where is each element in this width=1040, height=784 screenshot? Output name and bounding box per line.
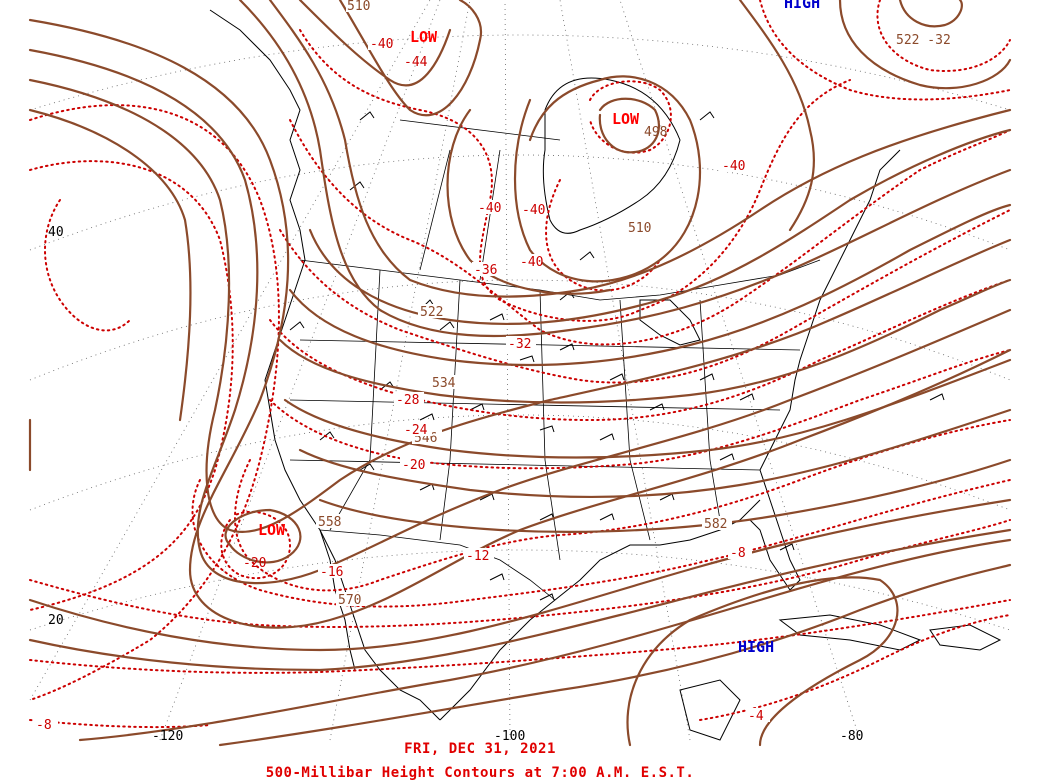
hispaniola: [929, 624, 1002, 651]
height-label: 510: [347, 0, 370, 14]
temp-label: -32: [508, 337, 531, 352]
temp-label: -40: [522, 203, 545, 218]
temp-label: -8: [36, 718, 52, 733]
coastlines: [209, 9, 1002, 741]
height-label: 582: [704, 517, 727, 532]
great-lakes: [639, 299, 701, 346]
pacific-coast: [209, 9, 441, 721]
low-temp-north: -44: [404, 55, 428, 70]
low-height-hudson: 498: [644, 125, 667, 140]
temp-label: -40: [370, 37, 393, 52]
us-mexico-border: [319, 529, 556, 601]
atlantic-coast: [759, 149, 901, 471]
temperature-label-group: -40 -40 -40 -40 -36 -40 -32 -28 -24 -20 …: [34, 36, 770, 733]
temp-label: -36: [474, 263, 497, 278]
temp-label: -24: [404, 423, 428, 438]
temp-label: -40: [478, 201, 501, 216]
temp-label: -12: [466, 549, 489, 564]
lon-label-120: -120: [152, 729, 183, 744]
lat-label-40: 40: [48, 225, 64, 240]
height-label-group: 510 522 -32 510 522 534 546 558 570 582: [316, 0, 957, 608]
top-right-label: 522 -32: [896, 33, 951, 48]
pressure-labels: LOW -44 LOW 498 LOW -20 HIGH HIGH: [243, 0, 820, 656]
borders: [289, 119, 821, 601]
temp-label: -20: [402, 458, 425, 473]
lat-label-20: 20: [48, 613, 64, 628]
map-title-caption: 500-Millibar Height Contours at 7:00 A.M…: [265, 765, 695, 781]
hudson-bay: [542, 77, 681, 234]
wind-barbs: [289, 111, 945, 601]
florida-coast: [749, 469, 801, 591]
height-label: 522: [420, 305, 443, 320]
graticule-labels: 40 20 -120 -100 -80: [48, 225, 863, 744]
yucatan: [679, 679, 741, 741]
height-label: 570: [338, 593, 361, 608]
low-label-north: LOW: [410, 28, 438, 46]
graticule: [29, 0, 1011, 741]
temperature-contours: [29, 0, 1011, 729]
height-label: 558: [318, 515, 341, 530]
height-contours: [28, 0, 1012, 747]
map-date-caption: FRI, DEC 31, 2021: [404, 741, 556, 757]
temp-label: -8: [730, 546, 746, 561]
lon-label-80: -80: [840, 729, 863, 744]
temp-label: -40: [722, 159, 745, 174]
height-label: 510: [628, 221, 651, 236]
us-canada-border: [299, 259, 821, 301]
temp-label: -4: [748, 709, 764, 724]
low-label-pacific: LOW: [258, 521, 286, 539]
temp-label: -28: [396, 393, 419, 408]
temp-label: -16: [320, 565, 343, 580]
temp-label: -40: [520, 255, 543, 270]
low-temp-pacific: -20: [243, 556, 266, 571]
cuba: [778, 614, 922, 651]
lon-label-100: -100: [494, 729, 525, 744]
high-label-caribbean: HIGH: [738, 638, 774, 656]
height-label: 534: [432, 376, 456, 391]
high-label-top: HIGH: [784, 0, 820, 12]
low-label-hudson: LOW: [612, 110, 640, 128]
